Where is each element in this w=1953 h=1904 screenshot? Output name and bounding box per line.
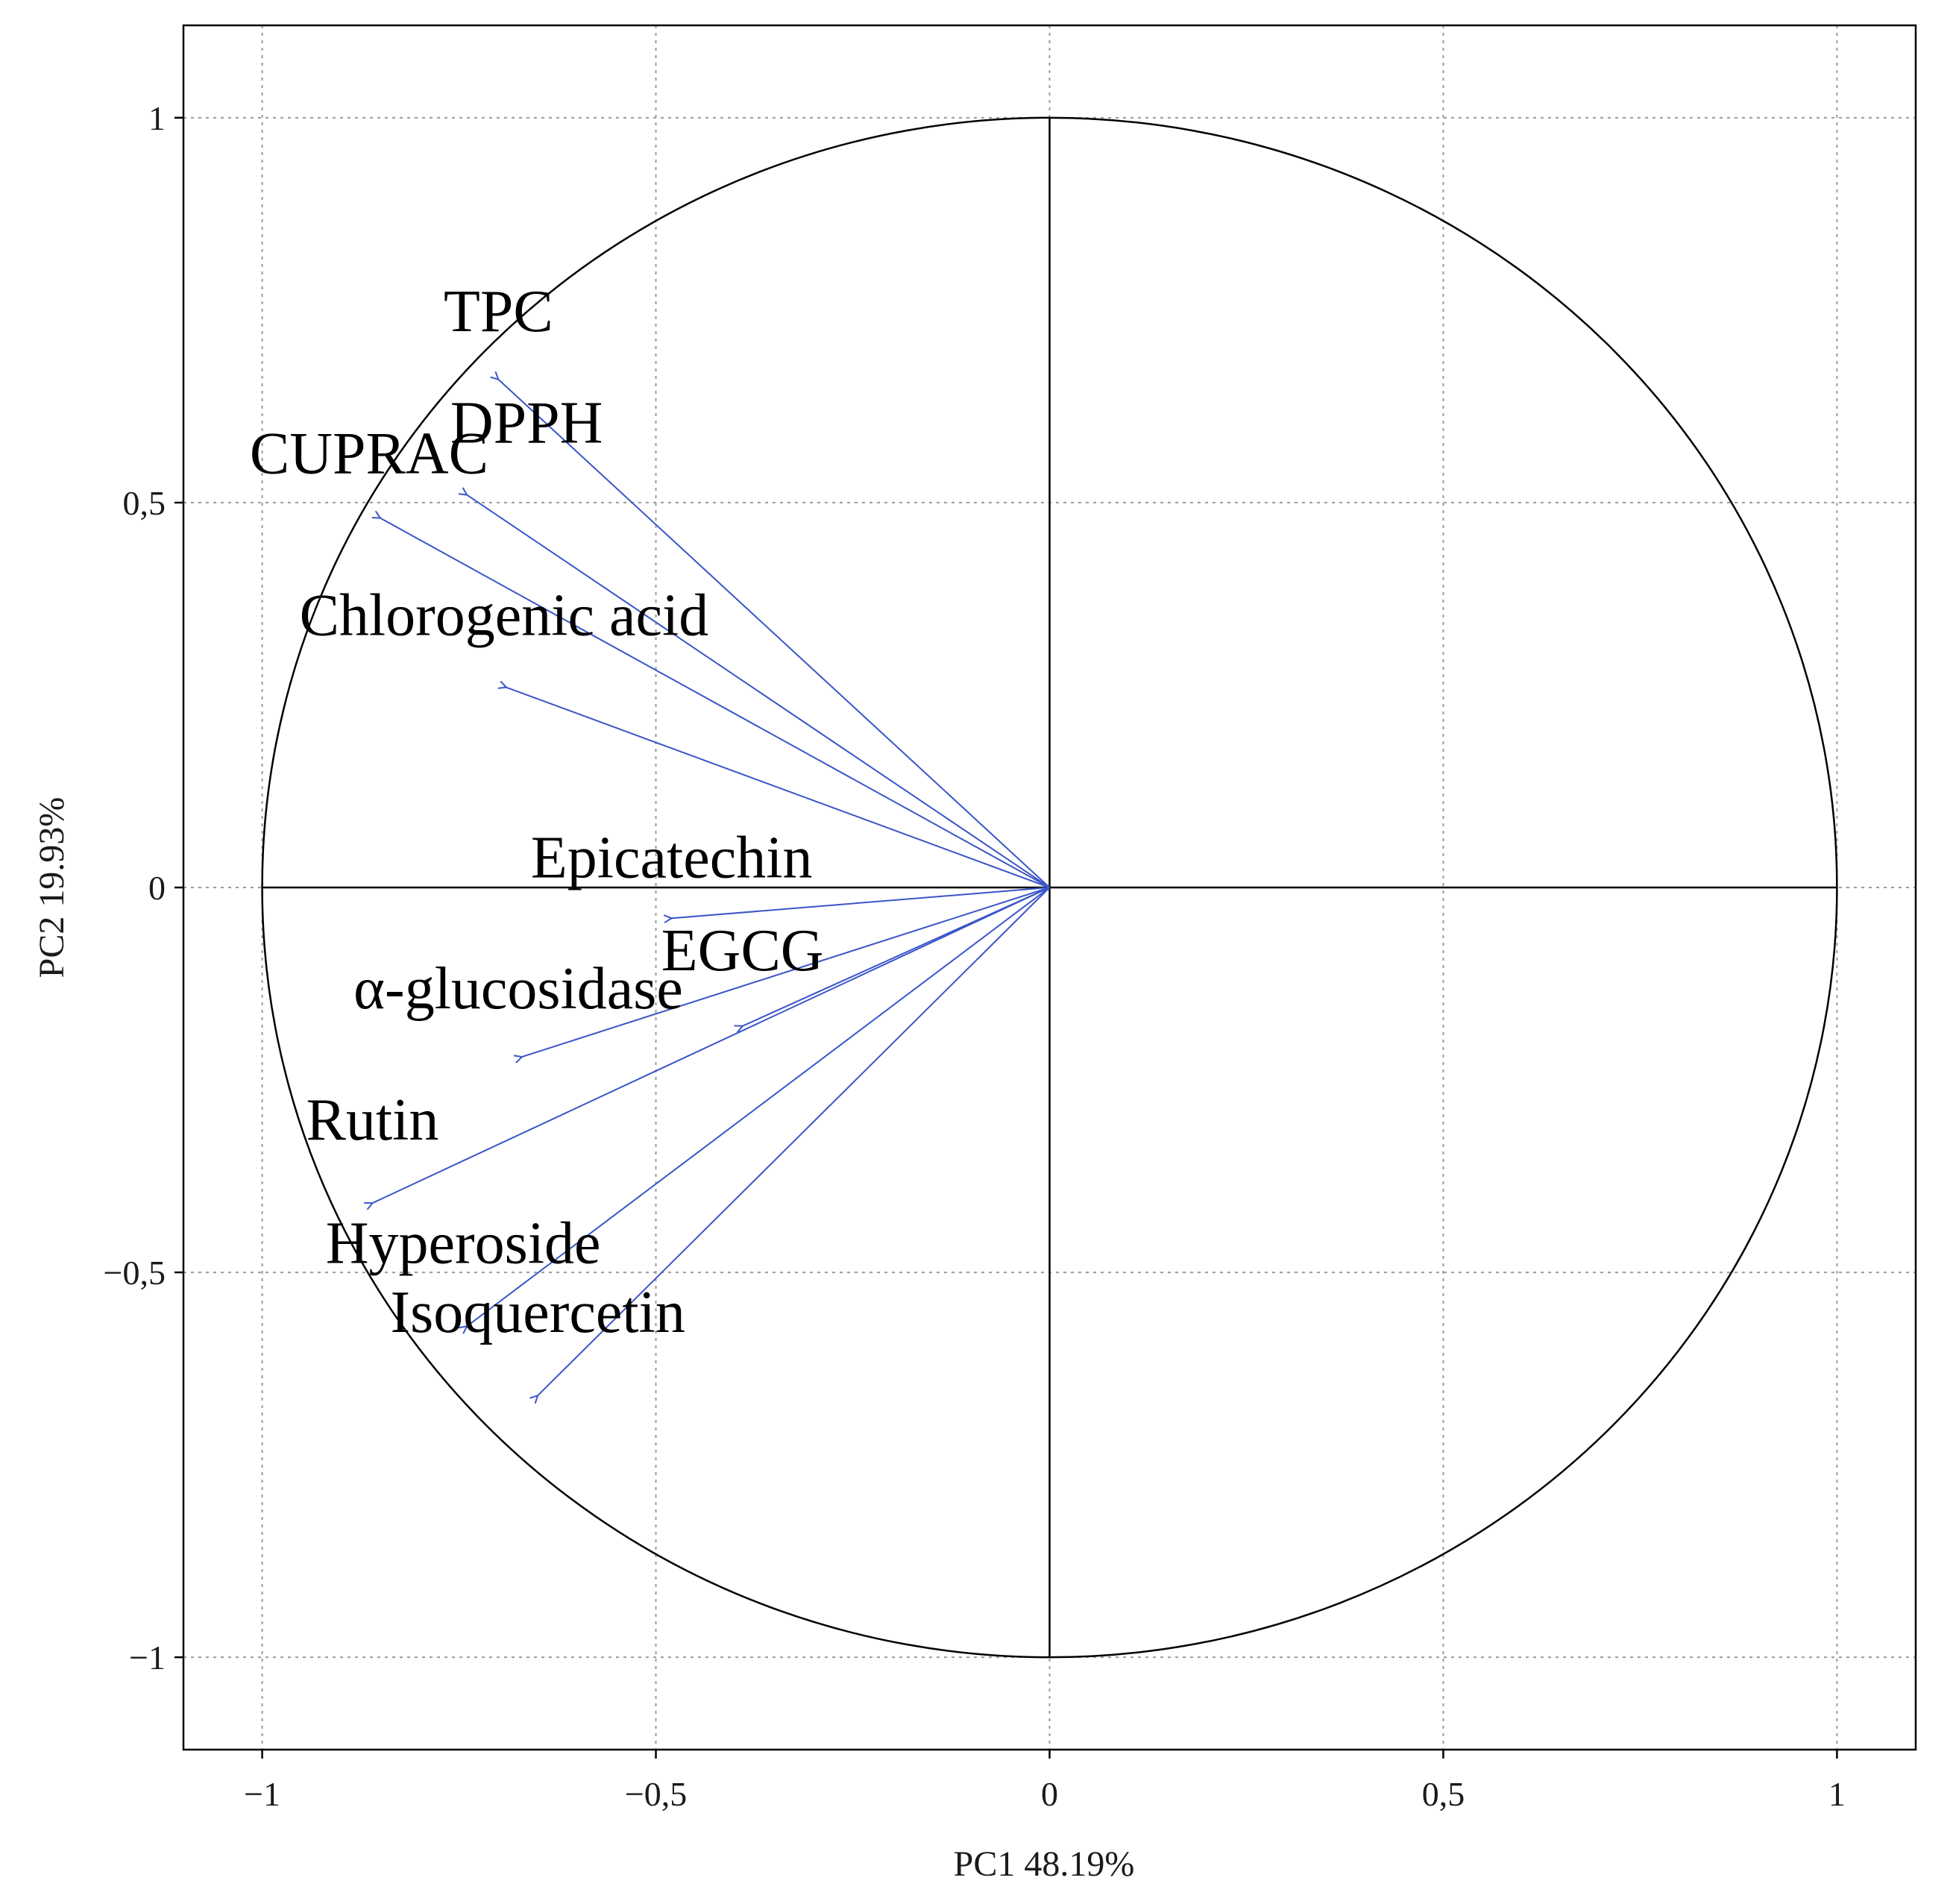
- arrow-tpc: [498, 380, 1051, 888]
- x-tick-label: 1: [1828, 1775, 1846, 1813]
- label-dpph: DPPH: [450, 391, 603, 456]
- arrow--glucosidase: [522, 887, 1050, 1057]
- variable-arrows: [372, 380, 1051, 1395]
- label-epicatechin: Epicatechin: [531, 825, 813, 890]
- x-tick-label: −0,5: [625, 1775, 687, 1813]
- label-tpc: TPC: [444, 279, 553, 345]
- y-axis-title: PC2 19.93%: [32, 797, 72, 978]
- label-rutin: Rutin: [306, 1087, 439, 1153]
- arrow-chlorogenic-acid: [506, 688, 1050, 888]
- y-tick-label: 0: [148, 869, 166, 907]
- arrow-dpph: [467, 495, 1051, 888]
- label-chlorogenic-acid: Chlorogenic acid: [300, 583, 709, 649]
- arrow-cuprac: [380, 518, 1050, 888]
- x-axis-title: PC1 48.19%: [954, 1844, 1135, 1884]
- y-tick-label: 0,5: [123, 484, 166, 522]
- arrow-rutin: [372, 887, 1050, 1203]
- y-tick-label: −0,5: [104, 1254, 166, 1292]
- label-egcg: EGCG: [661, 918, 824, 984]
- arrow-isoquercetin: [538, 887, 1051, 1395]
- label-isoquercetin: Isoquercetin: [390, 1280, 685, 1345]
- y-tick-label: −1: [129, 1638, 166, 1677]
- y-tick-label: 1: [148, 99, 166, 137]
- x-tick-label: 0: [1041, 1775, 1058, 1813]
- label-hyperoside: Hyperoside: [326, 1210, 601, 1276]
- x-tick-label: 0,5: [1422, 1775, 1465, 1813]
- arrow-epicatechin: [672, 887, 1050, 918]
- x-tick-label: −1: [244, 1775, 280, 1813]
- label--glucosidase: α-glucosidase: [353, 956, 683, 1022]
- label-cuprac: CUPRAC: [250, 421, 488, 487]
- arrow-hyperoside: [467, 887, 1051, 1326]
- plot-frame: [182, 24, 1917, 1751]
